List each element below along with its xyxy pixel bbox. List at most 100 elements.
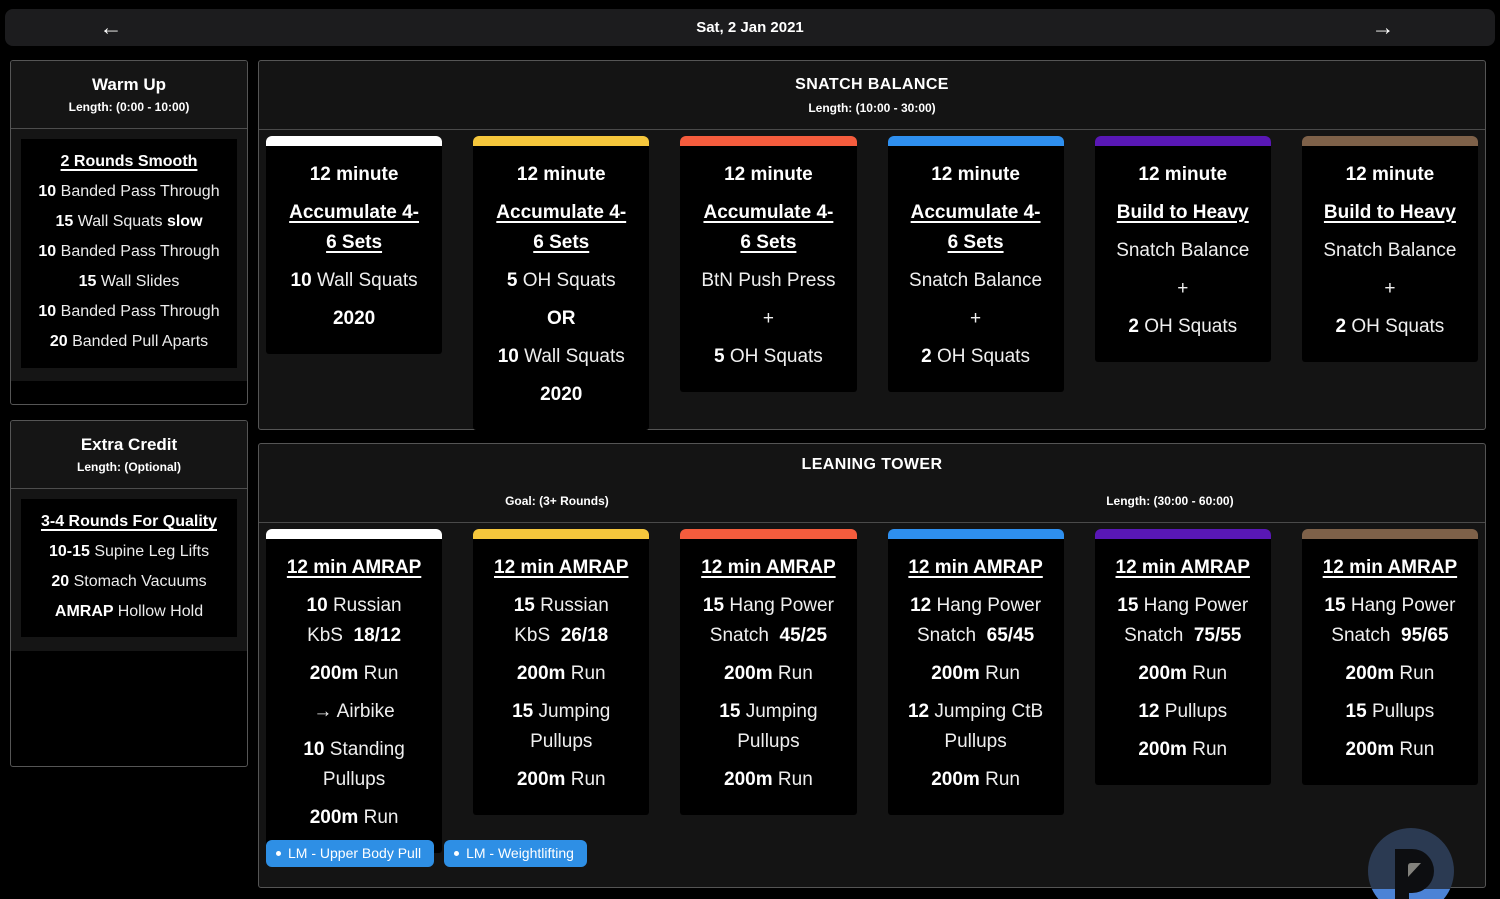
- workout-line: 2 Rounds Smooth: [23, 147, 235, 177]
- text-run: +: [1384, 278, 1396, 300]
- text-run: Hang Power Snatch: [709, 595, 834, 647]
- workout-card[interactable]: 12 min AMRAP 10 Russian KbS 18/12 200m Run…: [266, 529, 443, 854]
- workout-line: 2020: [272, 304, 436, 334]
- text-run: Accumulate 4- 6 Sets: [703, 202, 834, 254]
- workout-line: 15 Hang Power Snatch 45/25: [686, 591, 850, 651]
- text-run: Run: [565, 769, 606, 791]
- text-run: 12 minute: [516, 164, 606, 185]
- text-run: Banded Pass Through: [60, 243, 220, 261]
- text-run: Russian KbS: [514, 595, 609, 647]
- text-run: 20: [49, 333, 73, 351]
- text-run: 20: [51, 573, 74, 591]
- text-run: 12 min AMRAP: [286, 557, 422, 578]
- text-run: Hang Power Snatch: [916, 595, 1042, 647]
- workout-line: 200m Run: [272, 803, 436, 833]
- text-run: 18/12: [353, 625, 402, 647]
- text-run: 15: [1324, 595, 1351, 617]
- text-run: 12: [907, 701, 935, 723]
- text-run: 12 min AMRAP: [494, 557, 629, 578]
- workout-line: 5 OH Squats: [686, 342, 850, 372]
- text-run: 12 minute: [931, 164, 1020, 185]
- text-run: 200m: [516, 663, 566, 685]
- text-run: Build to Heavy: [1323, 202, 1456, 224]
- text-run: Run: [1186, 663, 1228, 685]
- workout-line: 15 Jumping Pullups: [686, 697, 850, 757]
- text-run: 12: [1138, 701, 1165, 723]
- text-run: 15: [702, 595, 730, 617]
- text-run: 15: [719, 701, 746, 723]
- text-run: 10: [38, 243, 61, 261]
- text-run: 5: [506, 270, 523, 292]
- card-color-bar: [1094, 136, 1271, 146]
- text-run: Wall Slides: [100, 273, 180, 291]
- workout-card[interactable]: 12 min AMRAP 12 Hang Power Snatch 65/45 20…: [887, 529, 1064, 816]
- leaning-tower-section: LEANING TOWER Goal: (3+ Rounds) Length: …: [258, 443, 1486, 888]
- text-run: 10-15: [48, 543, 95, 561]
- workout-card[interactable]: 12 minute Accumulate 4- 6 Sets BtN Push Pr…: [680, 136, 857, 393]
- warmup-panel-body: 2 Rounds Smooth 10 Banded Pass Through 15 …: [11, 129, 247, 381]
- next-day-button[interactable]: →: [1363, 9, 1403, 46]
- workout-card[interactable]: 12 minute Accumulate 4- 6 Sets Snatch Bala…: [887, 136, 1064, 393]
- card-body: 12 min AMRAP 12 Hang Power Snatch 65/45 20…: [887, 539, 1064, 816]
- text-run: 200m: [1138, 663, 1187, 685]
- prev-day-button[interactable]: ←: [91, 9, 131, 46]
- workout-line: 12 min AMRAP: [479, 553, 643, 583]
- text-run: Run: [565, 663, 606, 685]
- text-run: Run: [979, 663, 1020, 685]
- workout-card[interactable]: 12 min AMRAP 15 Hang Power Snatch 45/25 20…: [680, 529, 857, 816]
- card-color-bar: [887, 529, 1064, 539]
- text-run: 12 minute: [309, 164, 399, 185]
- workout-line: Build to Heavy: [1101, 198, 1265, 228]
- workout-line: Accumulate 4- 6 Sets: [894, 198, 1058, 258]
- text-run: 10: [306, 595, 333, 617]
- workout-card[interactable]: 12 minute Build to Heavy Snatch Balance +2 …: [1094, 136, 1271, 363]
- text-run: Build to Heavy: [1116, 202, 1249, 224]
- workout-line: 15 Jumping Pullups: [479, 697, 643, 757]
- workout-line: 12 minute: [894, 160, 1058, 190]
- text-run: +: [970, 308, 982, 330]
- workout-line: → Airbike: [272, 697, 436, 727]
- text-run: 12 minute: [1138, 164, 1228, 185]
- text-run: 200m: [724, 663, 773, 685]
- workout-card[interactable]: 12 min AMRAP 15 Hang Power Snatch 95/65 20…: [1301, 529, 1478, 786]
- workout-line: 10 Banded Pass Through: [23, 237, 235, 267]
- workout-line: 200m Run: [272, 659, 436, 689]
- text-run: 10: [38, 303, 61, 321]
- tag-pill[interactable]: LM - Upper Body Pull: [266, 840, 435, 867]
- text-run: Run: [1394, 739, 1435, 761]
- text-run: 2020: [540, 384, 583, 406]
- text-run: 45/25: [779, 625, 828, 647]
- workout-line: AMRAP Hollow Hold: [23, 597, 235, 627]
- warmup-card[interactable]: 2 Rounds Smooth 10 Banded Pass Through 15 …: [21, 139, 237, 368]
- workout-card[interactable]: 12 minute Build to Heavy Snatch Balance +2 …: [1301, 136, 1478, 363]
- extra-credit-card[interactable]: 3-4 Rounds For Quality 10-15 Supine Leg L…: [21, 499, 237, 638]
- workout-card[interactable]: 12 min AMRAP 15 Russian KbS 26/18 200m Run…: [473, 529, 650, 816]
- tag-pill[interactable]: LM - Weightlifting: [444, 840, 587, 867]
- warmup-title: Warm Up: [92, 75, 166, 94]
- workout-line: 10 Wall Squats: [272, 266, 436, 296]
- workout-line: 15 Wall Slides: [23, 267, 235, 297]
- workout-line: 20 Stomach Vacuums: [23, 567, 235, 597]
- workout-card[interactable]: 12 minute Accumulate 4- 6 Sets 5 OH Squats…: [473, 136, 650, 431]
- workout-line: +: [1308, 274, 1472, 304]
- text-run: Banded Pass Through: [60, 183, 220, 201]
- arrow-right-icon: →: [1371, 14, 1395, 40]
- brand-logo: [1368, 828, 1454, 899]
- workout-line: Snatch Balance: [1101, 236, 1265, 266]
- text-run: 10: [38, 183, 61, 201]
- text-run: Stomach Vacuums: [73, 573, 207, 591]
- text-run: 12 min AMRAP: [1115, 557, 1250, 578]
- text-run: Supine Leg Lifts: [94, 543, 210, 561]
- leaning-tower-goal: Goal: (3+ Rounds): [505, 494, 609, 508]
- workout-line: OR: [479, 304, 643, 334]
- logo-bottom-accent: [1368, 889, 1454, 899]
- text-run: Russian KbS: [307, 595, 402, 647]
- workout-line: 15 Pullups: [1308, 697, 1472, 727]
- workout-line: Accumulate 4- 6 Sets: [479, 198, 643, 258]
- workout-line: 200m Run: [1101, 735, 1265, 765]
- text-run: OH Squats: [522, 270, 616, 292]
- workout-card[interactable]: 12 min AMRAP 15 Hang Power Snatch 75/55 20…: [1094, 529, 1271, 786]
- card-color-bar: [473, 529, 650, 539]
- card-body: 12 minute Build to Heavy Snatch Balance +2 …: [1301, 146, 1478, 363]
- workout-card[interactable]: 12 minute Accumulate 4- 6 Sets 10 Wall Squ…: [266, 136, 443, 355]
